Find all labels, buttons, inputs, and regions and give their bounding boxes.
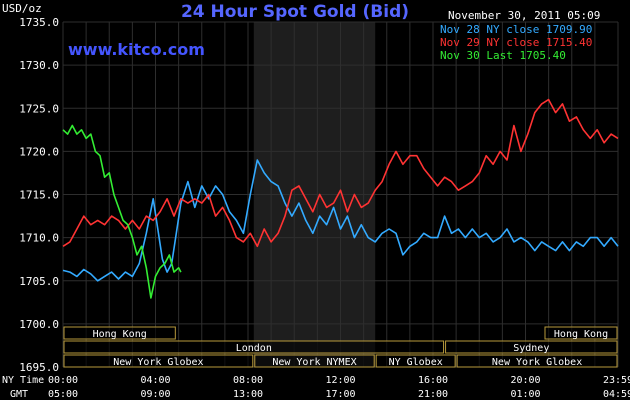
x-tick-label-gmt: 13:00: [233, 389, 263, 400]
market-session-label: New York Globex: [492, 357, 582, 368]
series-line-3: [62, 124, 182, 299]
y-tick-label: 1695.0: [19, 361, 59, 374]
x-tick-label-ny: 08:00: [233, 375, 263, 386]
x-tick-label-ny: 12:00: [325, 375, 355, 386]
market-session-label: NY Globex: [389, 357, 443, 368]
market-session-bar: [456, 354, 618, 368]
market-session-bar: [63, 326, 176, 340]
legend-entry-nov28: Nov 28 NY close 1709.90: [440, 23, 592, 36]
x-tick-label-gmt: 21:00: [418, 389, 448, 400]
ny-time-axis-label: NY Time: [2, 375, 44, 386]
x-tick-label-ny: 00:00: [48, 375, 78, 386]
y-tick-label: 1715.0: [19, 189, 59, 202]
market-session-bar: [63, 340, 445, 354]
y-axis-ticks: 1695.0 1700.0 1705.0 1710.0 1715.0 1720.0 1725…: [19, 16, 59, 374]
x-tick-label-ny: 20:00: [510, 375, 540, 386]
x-tick-label-gmt: 01:00: [510, 389, 540, 400]
market-session-bar: [544, 326, 618, 340]
market-session-bar: [254, 354, 375, 368]
x-tick-label-ny: 04:00: [140, 375, 170, 386]
market-sessions: Hong Kong Hong Kong London Sydney New York G…: [63, 326, 618, 368]
kitco-watermark: www.kitco.com: [68, 40, 205, 59]
market-session-bar: [375, 354, 456, 368]
y-tick-label: 1705.0: [19, 275, 59, 288]
x-axis-ticks: 00:00 05:00 04:00 09:00 08:00 13:00 12:00 17:00…: [48, 375, 630, 400]
y-tick-label: 1735.0: [19, 16, 59, 29]
x-tick-label-ny: 16:00: [418, 375, 448, 386]
x-tick-label-ny: 23:59: [603, 375, 630, 386]
series-line-1: [62, 159, 619, 282]
grid-layer: [62, 21, 619, 368]
market-session-label: New York Globex: [113, 357, 203, 368]
legend-entry-nov30: Nov 30 Last 1705.40: [440, 49, 566, 62]
chart-timestamp: November 30, 2011 05:09: [448, 9, 600, 22]
x-tick-label-gmt: 17:00: [325, 389, 355, 400]
chart-legend: Nov 28 NY close 1709.90 Nov 29 NY close …: [440, 23, 592, 62]
y-tick-label: 1700.0: [19, 318, 59, 331]
legend-entry-nov29: Nov 29 NY close 1715.40: [440, 36, 592, 49]
y-tick-label: 1725.0: [19, 102, 59, 115]
series-line-2: [62, 98, 619, 248]
market-session-label: New York NYMEX: [272, 357, 356, 368]
market-session-label: Sydney: [513, 343, 549, 354]
x-tick-label-gmt: 04:59: [603, 389, 630, 400]
market-session-label: Hong Kong: [93, 329, 147, 340]
market-session-bar: [445, 340, 618, 354]
market-session-label: Hong Kong: [554, 329, 608, 340]
market-session-label: London: [236, 343, 272, 354]
market-session-bar: [63, 354, 254, 368]
y-tick-label: 1730.0: [19, 59, 59, 72]
x-tick-label-gmt: 05:00: [48, 389, 78, 400]
y-tick-label: 1710.0: [19, 232, 59, 245]
x-tick-label-gmt: 09:00: [140, 389, 170, 400]
chart-title: 24 Hour Spot Gold (Bid): [181, 2, 409, 22]
y-tick-label: 1720.0: [19, 145, 59, 158]
gmt-axis-label: GMT: [10, 389, 28, 400]
series-layer: [62, 98, 619, 299]
y-axis-unit-label: USD/oz: [2, 2, 42, 15]
